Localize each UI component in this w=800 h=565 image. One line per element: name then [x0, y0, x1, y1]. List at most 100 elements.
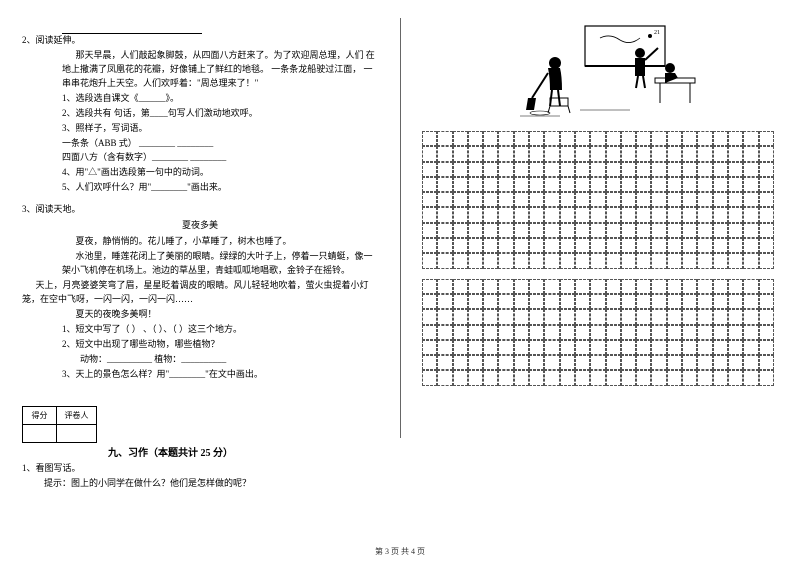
grid-cell: [514, 325, 529, 340]
grid-cell: [483, 294, 498, 309]
grid-cell: [636, 162, 651, 177]
grid-cell: [743, 131, 758, 146]
grid-cell: [743, 325, 758, 340]
writing-grid-2: [422, 279, 778, 386]
grid-cell: [636, 370, 651, 385]
grid-cell: [468, 207, 483, 222]
grid-cell: [713, 355, 728, 370]
grid-cell: [713, 253, 728, 268]
grid-cell: [514, 223, 529, 238]
grid-cell: [453, 309, 468, 324]
grid-cell: [498, 279, 513, 294]
grid-cell: [636, 294, 651, 309]
grid-cell: [606, 177, 621, 192]
grid-cell: [667, 340, 682, 355]
grid-cell: [621, 131, 636, 146]
score-cell-2: 评卷人: [57, 406, 97, 424]
grid-cell: [560, 279, 575, 294]
grid-cell: [697, 309, 712, 324]
grid-cell: [544, 131, 559, 146]
grid-cell: [453, 131, 468, 146]
grid-cell: [743, 294, 758, 309]
grid-cell: [560, 177, 575, 192]
grid-cell: [743, 340, 758, 355]
grid-cell: [636, 238, 651, 253]
grid-cell: [743, 223, 758, 238]
grid-cell: [636, 309, 651, 324]
grid-cell: [453, 207, 468, 222]
q3-p4: 夏天的夜晚多美啊！: [62, 308, 378, 322]
grid-cell: [697, 131, 712, 146]
grid-cell: [483, 192, 498, 207]
grid-cell: [468, 370, 483, 385]
grid-cell: [437, 355, 452, 370]
grid-cell: [697, 279, 712, 294]
grid-cell: [422, 370, 437, 385]
grid-cell: [759, 177, 774, 192]
grid-cell: [560, 146, 575, 161]
grid-cell: [636, 131, 651, 146]
grid-cell: [606, 294, 621, 309]
grid-cell: [437, 177, 452, 192]
grid-cell: [713, 340, 728, 355]
grid-cell: [743, 207, 758, 222]
grid-cell: [682, 340, 697, 355]
grid-cell: [621, 355, 636, 370]
grid-cell: [697, 162, 712, 177]
classroom-illustration: 21: [500, 18, 700, 123]
grid-cell: [529, 294, 544, 309]
grid-cell: [422, 340, 437, 355]
grid-cell: [544, 279, 559, 294]
grid-cell: [590, 355, 605, 370]
grid-cell: [590, 279, 605, 294]
grid-cell: [422, 207, 437, 222]
grid-cell: [483, 207, 498, 222]
grid-cell: [575, 253, 590, 268]
grid-cell: [590, 207, 605, 222]
grid-cell: [437, 309, 452, 324]
grid-cell: [697, 340, 712, 355]
grid-cell: [682, 223, 697, 238]
grid-cell: [437, 370, 452, 385]
grid-cell: [697, 192, 712, 207]
grid-cell: [590, 177, 605, 192]
grid-cell: [529, 207, 544, 222]
grid-cell: [468, 223, 483, 238]
grid-cell: [682, 253, 697, 268]
grid-cell: [560, 325, 575, 340]
grid-cell: [483, 223, 498, 238]
grid-cell: [667, 146, 682, 161]
grid-cell: [651, 279, 666, 294]
grid-cell: [468, 253, 483, 268]
writing-grid-1: [422, 131, 778, 269]
grid-cell: [453, 294, 468, 309]
grid-cell: [682, 279, 697, 294]
grid-cell: [437, 294, 452, 309]
grid-cell: [498, 192, 513, 207]
grid-cell: [514, 294, 529, 309]
grid-cell: [514, 238, 529, 253]
grid-cell: [575, 207, 590, 222]
grid-cell: [651, 355, 666, 370]
grid-cell: [437, 162, 452, 177]
grid-cell: [529, 253, 544, 268]
grid-cell: [529, 238, 544, 253]
grid-cell: [437, 253, 452, 268]
grid-cell: [667, 279, 682, 294]
grid-cell: [483, 238, 498, 253]
grid-cell: [437, 223, 452, 238]
grid-cell: [621, 207, 636, 222]
grid-cell: [667, 325, 682, 340]
grid-cell: [697, 238, 712, 253]
grid-cell: [437, 207, 452, 222]
grid-cell: [743, 177, 758, 192]
grid-cell: [667, 131, 682, 146]
grid-cell: [453, 162, 468, 177]
grid-cell: [560, 131, 575, 146]
grid-cell: [636, 146, 651, 161]
grid-cell: [437, 131, 452, 146]
grid-cell: [468, 177, 483, 192]
grid-cell: [667, 238, 682, 253]
grid-cell: [636, 340, 651, 355]
grid-cell: [651, 253, 666, 268]
